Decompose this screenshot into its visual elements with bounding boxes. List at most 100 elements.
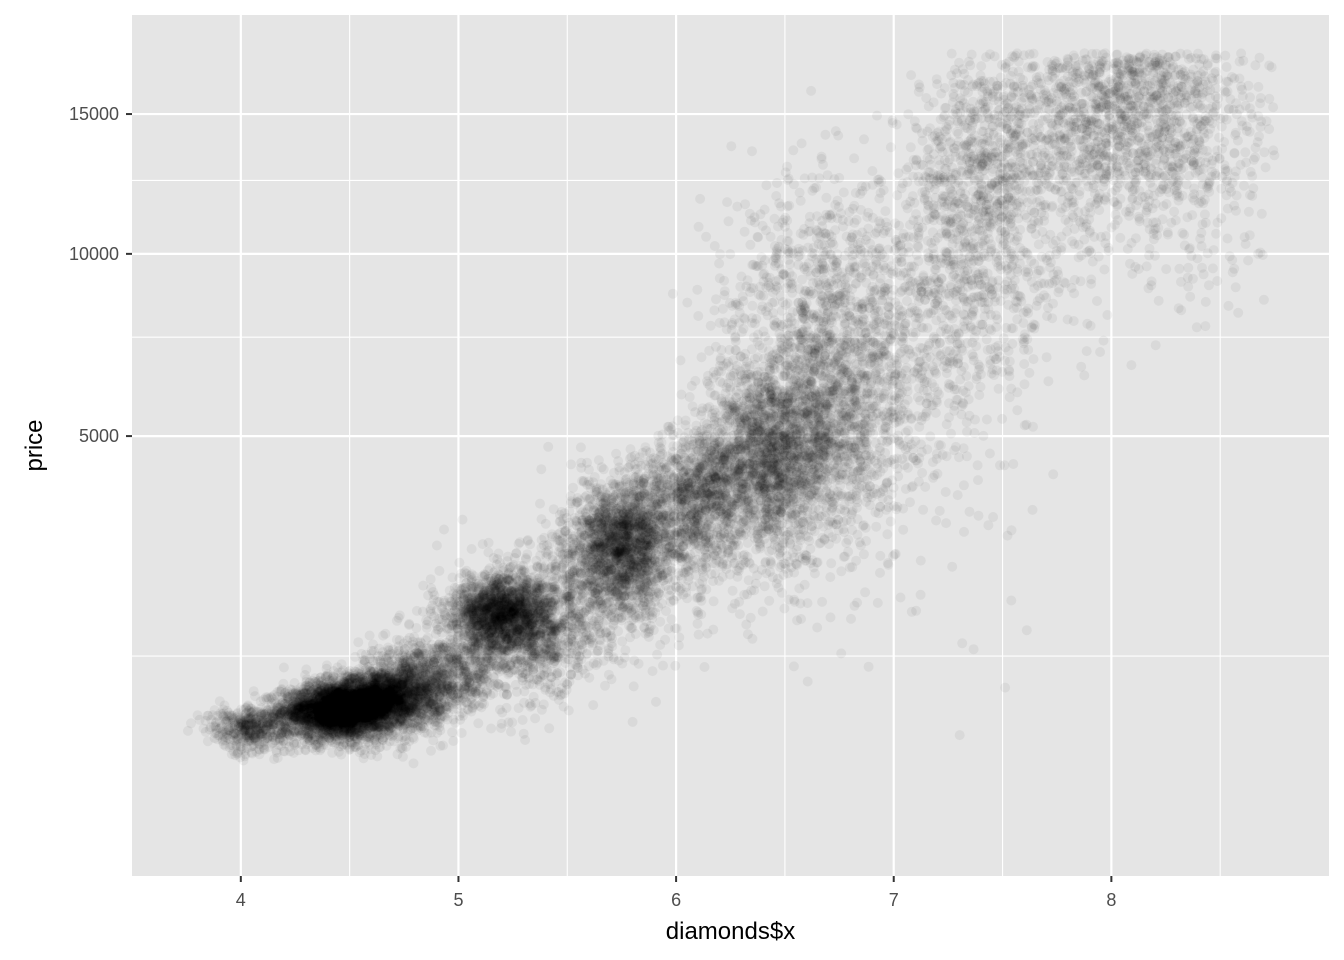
- data-point: [344, 701, 355, 712]
- data-point: [329, 708, 340, 719]
- data-point: [314, 723, 325, 733]
- data-point: [369, 700, 380, 711]
- data-point: [352, 687, 363, 698]
- data-point: [408, 758, 419, 769]
- data-point: [360, 712, 371, 723]
- data-point: [426, 745, 436, 756]
- data-point: [357, 722, 368, 733]
- data-point: [384, 703, 395, 714]
- data-point: [338, 714, 349, 725]
- data-point: [354, 730, 365, 741]
- data-point: [371, 687, 382, 698]
- plot-panel: [132, 15, 1329, 876]
- data-point: [261, 692, 271, 703]
- data-point: [314, 697, 325, 708]
- data-point: [339, 705, 350, 716]
- data-point: [313, 706, 323, 716]
- data-point: [316, 711, 327, 722]
- data-point: [299, 704, 310, 715]
- data-point: [348, 715, 359, 726]
- data-point: [363, 704, 374, 715]
- data-point: [342, 695, 353, 706]
- data-point: [341, 730, 352, 740]
- data-point: [334, 695, 345, 706]
- data-point: [281, 701, 292, 712]
- data-point: [293, 716, 304, 727]
- data-point: [325, 711, 336, 722]
- data-point: [345, 700, 356, 711]
- data-point: [321, 721, 332, 732]
- data-points: [183, 48, 1280, 769]
- data-point: [341, 700, 352, 711]
- data-point: [342, 698, 353, 709]
- data-point: [318, 688, 329, 699]
- data-point: [350, 695, 361, 706]
- data-point: [279, 688, 290, 699]
- data-point: [332, 724, 343, 735]
- data-point: [331, 706, 342, 717]
- data-point: [317, 696, 328, 707]
- data-point: [339, 728, 350, 739]
- data-point: [313, 715, 324, 726]
- data-point: [343, 721, 354, 732]
- data-point: [344, 728, 354, 739]
- data-point: [303, 699, 314, 710]
- data-point: [262, 692, 273, 703]
- data-point: [311, 689, 322, 700]
- data-point: [316, 720, 326, 730]
- data-point: [278, 678, 289, 689]
- data-point: [345, 719, 356, 730]
- data-point: [309, 709, 320, 720]
- data-point: [324, 693, 335, 704]
- data-point: [371, 716, 382, 727]
- data-point: [366, 750, 377, 760]
- data-point: [373, 701, 384, 712]
- data-point: [330, 700, 341, 711]
- data-point: [328, 710, 339, 721]
- data-point: [310, 745, 321, 756]
- data-point: [438, 740, 448, 751]
- data-point: [357, 711, 367, 722]
- data-point: [323, 711, 334, 722]
- data-point: [348, 716, 359, 727]
- data-point: [342, 713, 353, 724]
- data-point: [371, 690, 381, 701]
- data-point: [368, 700, 379, 711]
- data-point: [312, 718, 323, 729]
- data-point: [456, 728, 467, 738]
- data-point: [342, 730, 353, 741]
- data-point: [348, 707, 359, 718]
- data-point: [301, 664, 312, 675]
- data-point: [351, 693, 362, 704]
- data-point: [321, 660, 332, 671]
- data-point: [357, 702, 368, 713]
- data-point: [309, 722, 319, 733]
- data-point: [282, 711, 293, 722]
- data-point: [327, 714, 338, 725]
- data-point: [278, 662, 289, 673]
- data-point: [365, 694, 376, 705]
- data-point: [337, 711, 348, 722]
- data-point: [376, 688, 387, 699]
- data-point: [302, 712, 313, 723]
- data-point: [279, 706, 290, 717]
- data-point: [448, 736, 459, 746]
- data-point: [296, 689, 306, 700]
- data-point: [340, 717, 351, 728]
- data-point: [335, 702, 346, 712]
- major-gridlines: [132, 15, 1329, 876]
- data-point: [322, 700, 333, 711]
- data-point: [353, 691, 364, 702]
- data-point: [306, 713, 317, 724]
- data-point: [330, 685, 340, 696]
- data-point: [328, 710, 339, 721]
- data-point: [297, 700, 308, 711]
- data-point: [368, 717, 379, 728]
- data-point: [327, 695, 338, 706]
- data-point: [336, 715, 347, 726]
- minor-gridlines: [132, 15, 1329, 876]
- data-point: [250, 691, 260, 702]
- data-point: [296, 715, 307, 726]
- data-point: [348, 721, 359, 732]
